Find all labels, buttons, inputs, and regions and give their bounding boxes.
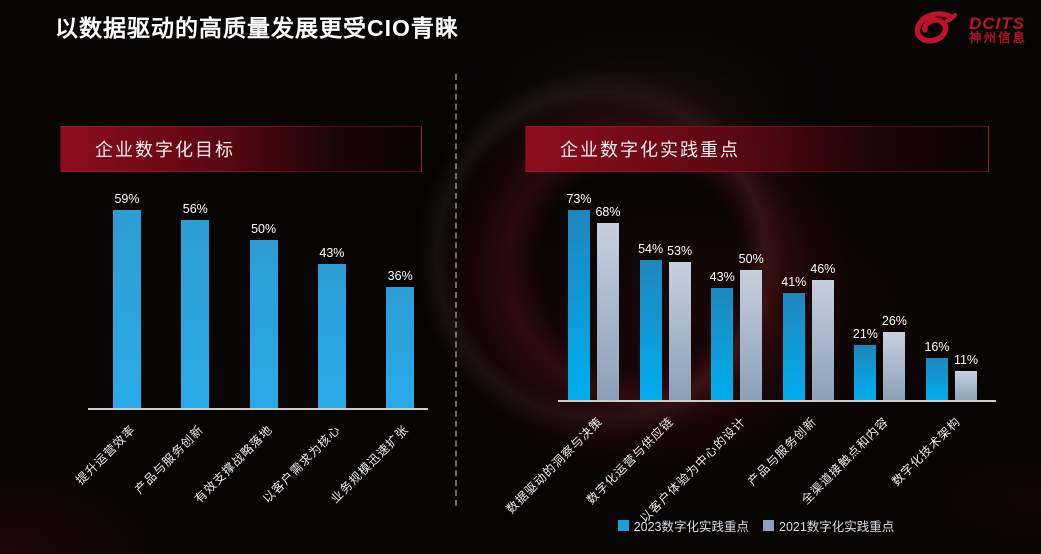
practices-x-axis <box>558 400 996 402</box>
category-label: 以客户需求为核心 <box>259 422 344 506</box>
bar-value-label: 54% <box>638 242 664 256</box>
category-label: 提升运营效率 <box>73 422 139 488</box>
legend-label-2023: 2023数字化实践重点 <box>633 520 749 534</box>
bar-value-label: 16% <box>924 340 950 354</box>
bar <box>668 262 691 400</box>
dcits-brand: DCITS <box>968 13 1025 33</box>
practices-chart: 73% 68% 数据驱动的洞察与决策 54% 53% 数字化运营与供应链 43% 50% 以客户… <box>503 180 996 525</box>
bar-value-label: 68% <box>595 205 621 219</box>
bar <box>926 358 948 400</box>
bar <box>317 264 346 408</box>
bar <box>955 371 977 400</box>
dcits-swirl-icon <box>914 11 957 44</box>
bar-value-label: 59% <box>114 192 140 206</box>
bar <box>811 280 834 400</box>
legend-label-2021: 2021数字化实践重点 <box>779 520 895 534</box>
practices-header: 企业数字化实践重点 <box>525 126 989 172</box>
section-divider <box>455 74 457 506</box>
bar <box>740 270 763 400</box>
page-title: 以数据驱动的高质量发展更受CIO青睐 <box>55 15 459 41</box>
bar-value-label: 41% <box>781 275 807 289</box>
bar <box>711 288 734 400</box>
bar <box>386 287 415 408</box>
bar-value-label: 11% <box>953 353 979 367</box>
category-label: 业务规模迅速扩张 <box>328 422 412 506</box>
bar-value-label: 21% <box>852 327 878 341</box>
bar-value-label: 36% <box>387 269 413 283</box>
bar <box>568 210 590 400</box>
bar <box>782 293 805 400</box>
bar <box>113 210 141 408</box>
bar-value-label: 56% <box>182 202 208 216</box>
dcits-logo: DCITS 神州信息 <box>911 8 1027 52</box>
legend: 2023数字化实践重点 2021数字化实践重点 <box>525 516 987 535</box>
bar-value-label: 26% <box>881 314 907 328</box>
bar-value-label: 53% <box>667 244 693 258</box>
bar-value-label: 46% <box>810 262 836 276</box>
bar <box>181 220 210 408</box>
bar-value-label: 50% <box>738 252 764 266</box>
bar-value-label: 43% <box>319 246 345 260</box>
bar <box>597 223 619 400</box>
bar <box>639 260 662 400</box>
goals-header-label: 企业数字化目标 <box>95 140 235 160</box>
goals-chart: 59% 提升运营效率 56% 产品与服务创新 50% 有效支撑战略落地 43% 以客户需求为核… <box>73 178 428 506</box>
legend-swatch-2021 <box>763 520 774 531</box>
bar <box>854 345 877 400</box>
dcits-subtitle: 神州信息 <box>968 31 1027 46</box>
dcits-logo-text: DCITS 神州信息 <box>968 13 1027 46</box>
bar <box>883 332 906 400</box>
category-label: 有效支撑战略落地 <box>191 422 275 506</box>
bar-value-label: 73% <box>566 192 592 206</box>
practices-header-label: 企业数字化实践重点 <box>560 140 740 160</box>
category-label: 产品与服务创新 <box>132 422 207 497</box>
goals-x-axis <box>88 408 428 410</box>
bar <box>249 240 278 408</box>
bar-value-label: 43% <box>709 270 735 284</box>
legend-item-2023: 2023数字化实践重点 <box>617 516 749 535</box>
legend-item-2021: 2021数字化实践重点 <box>763 516 894 535</box>
goals-header: 企业数字化目标 <box>60 126 422 172</box>
bar-value-label: 50% <box>251 222 277 236</box>
legend-swatch-2023 <box>617 520 629 531</box>
